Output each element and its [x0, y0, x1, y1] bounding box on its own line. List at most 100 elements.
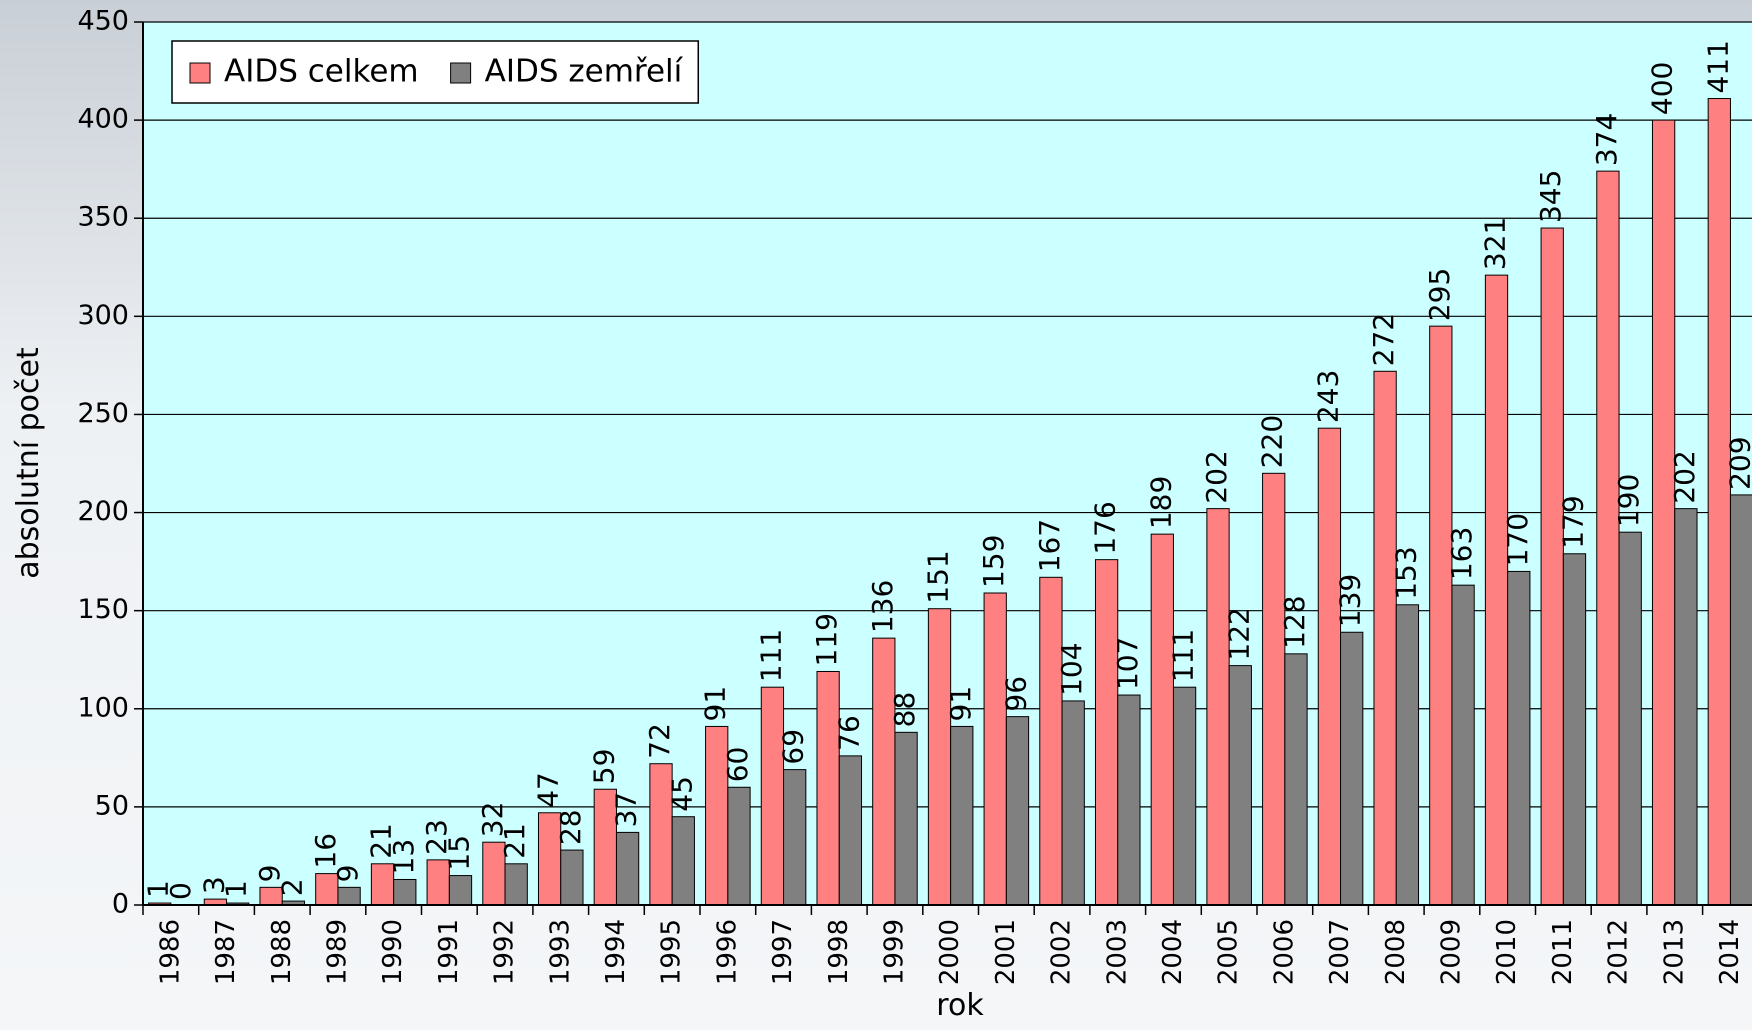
data-label: 220: [1256, 415, 1289, 468]
bar: [448, 875, 473, 906]
data-label: 139: [1334, 574, 1367, 627]
bar: [1484, 274, 1509, 906]
x-tick-label: 2008: [1381, 919, 1411, 985]
data-label: 159: [977, 535, 1010, 588]
bar: [1061, 700, 1085, 906]
x-tick-label: 2012: [1604, 919, 1634, 985]
x-tick-label: 1998: [824, 919, 854, 985]
bar: [1150, 533, 1174, 906]
bar: [615, 831, 640, 906]
data-label: 1: [142, 880, 175, 898]
data-label: 111: [1167, 629, 1200, 682]
legend-label: AIDS celkem: [224, 54, 419, 90]
data-label: 9: [253, 865, 286, 883]
data-label: 136: [866, 580, 899, 633]
data-label: 107: [1111, 637, 1144, 690]
y-tick-label: 300: [77, 300, 129, 331]
bar: [1228, 665, 1252, 906]
data-label: 2: [275, 878, 308, 896]
bar: [337, 886, 361, 906]
data-label: 88: [888, 692, 921, 728]
data-label: 9: [331, 865, 364, 883]
bar: [393, 878, 417, 906]
data-label: 119: [810, 613, 843, 666]
bar: [1340, 631, 1364, 906]
y-tick-label: 450: [77, 6, 129, 37]
y-tick-label: 150: [77, 594, 129, 625]
bar: [1373, 370, 1397, 906]
bar: [950, 725, 974, 906]
x-tick-label: 1987: [211, 919, 241, 985]
data-label: 400: [1646, 62, 1679, 115]
data-label: 23: [420, 819, 453, 855]
bar: [1596, 170, 1620, 906]
bar: [1729, 494, 1752, 906]
x-tick-label: 2003: [1102, 919, 1132, 985]
legend-label: AIDS zemřelí: [485, 54, 684, 90]
bar: [1395, 604, 1420, 906]
data-label: 13: [387, 839, 420, 875]
x-axis-label: rok: [936, 988, 984, 1023]
x-tick-label: 1996: [712, 919, 742, 985]
legend-swatch: [189, 62, 211, 84]
bar: [872, 637, 896, 906]
data-label: 295: [1423, 268, 1456, 321]
data-label: 59: [587, 749, 620, 785]
x-tick-label: 2005: [1214, 919, 1244, 985]
bar: [1562, 553, 1587, 906]
data-label: 374: [1590, 113, 1623, 166]
y-tick-label: 350: [77, 202, 129, 233]
y-tick-label: 50: [95, 790, 129, 821]
bar: [1651, 119, 1676, 906]
data-label: 128: [1278, 595, 1311, 648]
data-label: 28: [554, 809, 587, 845]
data-label: 21: [498, 823, 531, 859]
x-tick-label: 1986: [155, 919, 185, 985]
data-label: 243: [1311, 370, 1344, 423]
x-tick-label: 1991: [434, 919, 464, 985]
bar: [838, 755, 863, 906]
y-tick-label: 400: [77, 104, 129, 135]
x-tick-label: 2009: [1436, 919, 1466, 985]
bar: [760, 686, 785, 906]
bar: [816, 670, 840, 906]
legend: AIDS celkem AIDS zemřelí: [171, 40, 700, 104]
x-tick-label: 1993: [545, 919, 575, 985]
x-tick-label: 1988: [267, 919, 297, 985]
y-tick-label: 0: [112, 889, 129, 920]
data-label: 190: [1612, 474, 1645, 527]
y-tick-label: 200: [77, 496, 129, 527]
x-tick-label: 2013: [1659, 919, 1689, 985]
x-tick-label: 1997: [768, 919, 798, 985]
bar: [894, 731, 918, 906]
y-tick-label: 250: [77, 398, 129, 429]
data-label: 151: [922, 550, 955, 603]
data-label: 21: [365, 823, 398, 859]
x-tick-label: 2007: [1325, 919, 1355, 985]
bar: [1172, 686, 1197, 906]
y-axis-label: absolutní počet: [11, 347, 46, 579]
bar: [1618, 531, 1642, 906]
data-label: 91: [944, 686, 977, 722]
data-label: 0: [164, 882, 197, 900]
bar: [1039, 576, 1063, 906]
x-tick-label: 2004: [1158, 919, 1188, 985]
bar: [1451, 584, 1475, 906]
data-label: 47: [532, 772, 565, 808]
x-tick-label: 2006: [1269, 919, 1299, 985]
data-label: 3: [197, 876, 230, 894]
bar: [1262, 472, 1286, 906]
data-label: 179: [1556, 495, 1589, 548]
data-label: 163: [1445, 527, 1478, 580]
bar: [1005, 716, 1030, 906]
data-label: 32: [476, 802, 509, 838]
data-label: 272: [1367, 313, 1400, 366]
y-tick-label: 100: [77, 692, 129, 723]
bar: [783, 769, 807, 906]
x-tick-label: 1992: [490, 919, 520, 985]
data-label: 76: [832, 715, 865, 751]
data-label: 15: [442, 835, 475, 871]
bar: [1674, 508, 1698, 906]
